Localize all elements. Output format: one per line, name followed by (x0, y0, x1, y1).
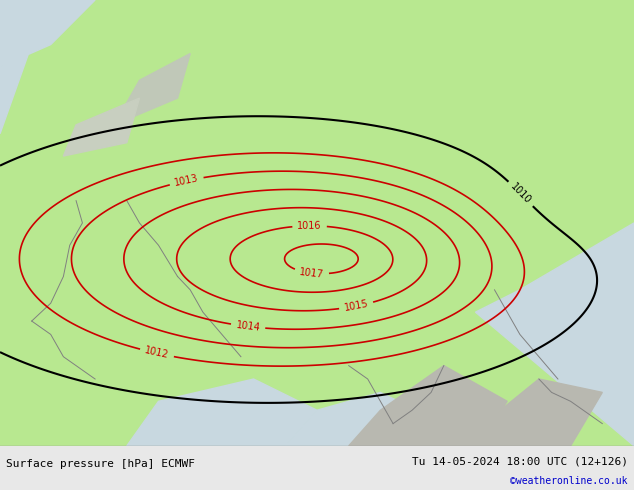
Polygon shape (0, 0, 95, 67)
Polygon shape (285, 392, 444, 446)
Polygon shape (63, 98, 139, 156)
Text: Surface pressure [hPa] ECMWF: Surface pressure [hPa] ECMWF (6, 459, 195, 468)
Text: 1014: 1014 (235, 320, 261, 333)
Text: Tu 14-05-2024 18:00 UTC (12+126): Tu 14-05-2024 18:00 UTC (12+126) (411, 456, 628, 466)
Text: ©weatheronline.co.uk: ©weatheronline.co.uk (510, 476, 628, 486)
Text: 1013: 1013 (174, 173, 200, 188)
Polygon shape (127, 379, 317, 446)
Polygon shape (0, 45, 32, 134)
Text: 1016: 1016 (297, 221, 322, 231)
Polygon shape (456, 379, 602, 446)
Polygon shape (0, 0, 634, 446)
Polygon shape (349, 366, 507, 446)
Polygon shape (114, 53, 190, 125)
Polygon shape (476, 223, 634, 446)
Text: 1017: 1017 (299, 267, 325, 280)
Text: 1015: 1015 (343, 299, 369, 313)
Text: 1010: 1010 (508, 182, 533, 206)
Text: 1012: 1012 (144, 345, 170, 361)
